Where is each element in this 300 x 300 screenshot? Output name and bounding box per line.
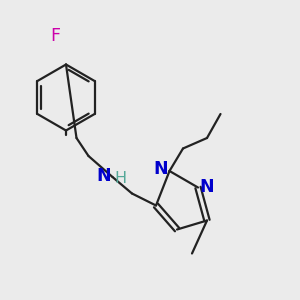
Text: N: N bbox=[153, 160, 168, 178]
Text: N: N bbox=[200, 178, 214, 196]
Text: N: N bbox=[96, 167, 111, 185]
Text: F: F bbox=[50, 27, 61, 45]
Text: H: H bbox=[115, 171, 127, 186]
